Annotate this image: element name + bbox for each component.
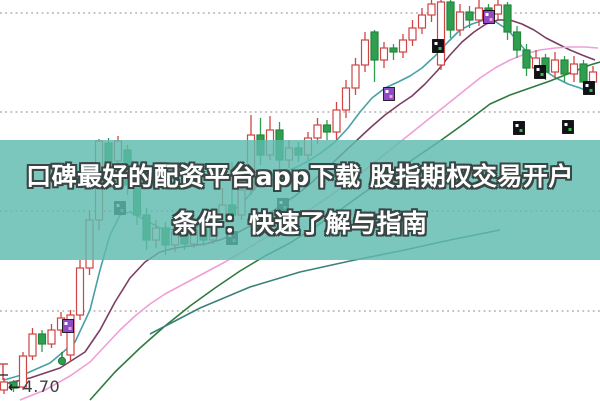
event-flag-icon xyxy=(432,39,444,53)
event-flag-icon xyxy=(534,65,546,79)
event-flag-icon xyxy=(383,87,395,101)
left-arrow-icon: ← xyxy=(8,377,21,396)
title-banner-overlay: 口碑最好的配资平台app下载 股指期权交易开户 条件：快速了解与指南 xyxy=(0,140,600,260)
event-flag-icon xyxy=(562,120,574,134)
event-flag-icon xyxy=(513,121,525,135)
price-label: ← 4.70 xyxy=(8,377,60,396)
green-dot-marker-icon xyxy=(57,352,67,366)
axis-tick-marks xyxy=(0,363,8,380)
event-flag-icon xyxy=(62,319,74,333)
price-label-text: 4.70 xyxy=(22,377,61,396)
banner-title-line1: 口碑最好的配资平台app下载 股指期权交易开户 xyxy=(26,162,574,191)
banner-title-line2: 条件：快速了解与指南 xyxy=(172,209,428,238)
event-flag-icon xyxy=(483,10,495,24)
event-flag-icon xyxy=(583,81,595,95)
